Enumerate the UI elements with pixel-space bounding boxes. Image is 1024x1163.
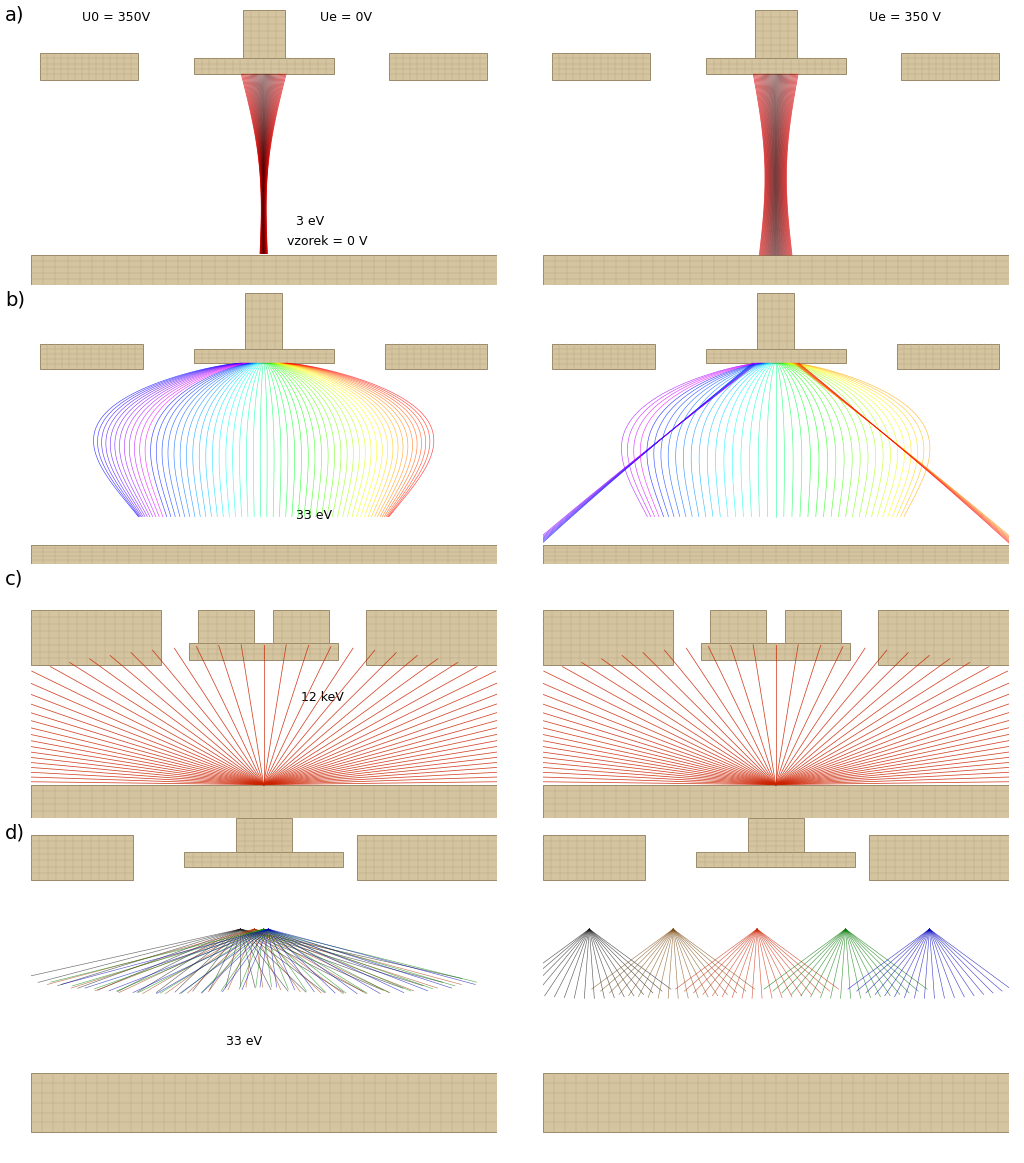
- Bar: [543, 835, 645, 879]
- Bar: [711, 609, 766, 645]
- Bar: [785, 609, 841, 645]
- Bar: [543, 785, 1009, 818]
- Bar: [385, 343, 487, 369]
- Text: vzorek = 0 V: vzorek = 0 V: [287, 235, 368, 248]
- Bar: [901, 52, 999, 80]
- Bar: [706, 58, 846, 74]
- Bar: [189, 643, 338, 661]
- Bar: [236, 818, 292, 852]
- Bar: [31, 609, 161, 665]
- Bar: [245, 293, 283, 349]
- Bar: [706, 349, 846, 363]
- Bar: [868, 835, 1009, 879]
- Bar: [543, 544, 1009, 564]
- Bar: [356, 835, 497, 879]
- Text: b): b): [5, 291, 26, 309]
- Bar: [543, 609, 673, 665]
- Bar: [543, 255, 1009, 285]
- Bar: [40, 343, 142, 369]
- Bar: [194, 58, 334, 74]
- Bar: [40, 52, 138, 80]
- Bar: [755, 10, 797, 58]
- Bar: [701, 643, 850, 661]
- Text: c): c): [5, 570, 24, 588]
- Bar: [31, 544, 497, 564]
- Bar: [184, 852, 343, 868]
- Text: Ue = 0V: Ue = 0V: [319, 12, 372, 24]
- Bar: [31, 1073, 497, 1132]
- Bar: [879, 609, 1009, 665]
- Bar: [273, 609, 329, 645]
- Bar: [31, 255, 497, 285]
- Bar: [199, 609, 254, 645]
- Bar: [757, 293, 795, 349]
- Text: 3 eV: 3 eV: [296, 215, 325, 228]
- Bar: [897, 343, 999, 369]
- Text: a): a): [5, 6, 25, 24]
- Bar: [31, 835, 133, 879]
- Text: 33 eV: 33 eV: [226, 1035, 262, 1049]
- Text: d): d): [5, 823, 26, 842]
- Bar: [389, 52, 487, 80]
- Text: Ue = 350 V: Ue = 350 V: [868, 12, 941, 24]
- Bar: [696, 852, 855, 868]
- Bar: [552, 52, 650, 80]
- Bar: [367, 609, 497, 665]
- Bar: [748, 818, 804, 852]
- Text: U0 = 350V: U0 = 350V: [82, 12, 151, 24]
- Bar: [552, 343, 654, 369]
- Bar: [243, 10, 285, 58]
- Text: 12 keV: 12 keV: [301, 691, 344, 704]
- Bar: [31, 785, 497, 818]
- Bar: [194, 349, 334, 363]
- Text: 33 eV: 33 eV: [296, 509, 333, 522]
- Bar: [543, 1073, 1009, 1132]
